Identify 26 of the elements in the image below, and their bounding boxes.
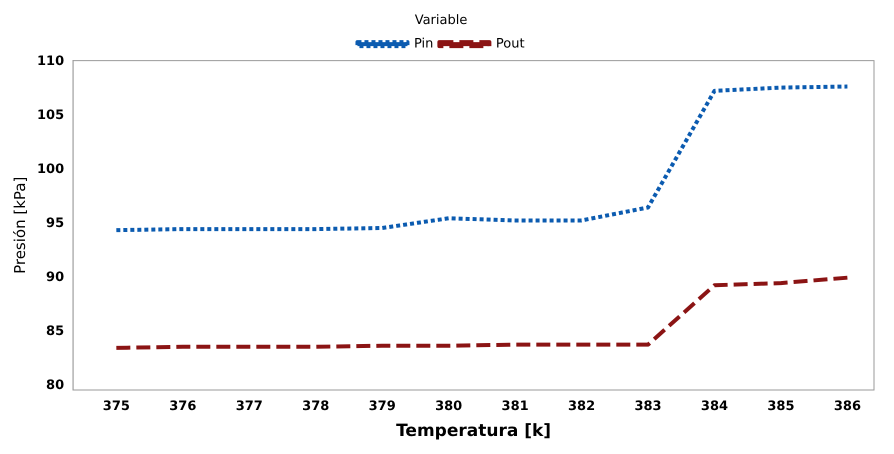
x-tick-label: 380 xyxy=(435,399,462,414)
x-tick-label: 386 xyxy=(834,399,861,414)
x-axis-title: Temperatura [k] xyxy=(396,421,552,442)
x-tick-label: 385 xyxy=(767,399,795,414)
legend-label: Pin xyxy=(414,36,434,52)
line-series xyxy=(114,84,850,232)
legend-title: Variable xyxy=(414,12,468,28)
x-tick-label: 375 xyxy=(102,399,130,414)
y-tick-label: 90 xyxy=(46,270,64,286)
y-axis-title: Presión [kPa] xyxy=(10,176,29,274)
y-tick-label: 80 xyxy=(46,378,64,394)
y-tick-label: 85 xyxy=(46,324,64,340)
x-tick-label: 379 xyxy=(368,399,396,414)
x-tick-label: 377 xyxy=(236,399,263,414)
x-tick-label: 381 xyxy=(502,399,529,414)
y-tick-label: 100 xyxy=(36,162,64,178)
line-series xyxy=(114,276,850,350)
x-tick-label: 378 xyxy=(302,399,330,414)
y-tick-label: 95 xyxy=(46,216,64,232)
x-tick-label: 376 xyxy=(169,399,196,414)
x-tick-label: 382 xyxy=(568,399,596,414)
y-tick-label: 105 xyxy=(36,108,64,124)
legend-label: Pout xyxy=(496,36,525,52)
x-tick-label: 383 xyxy=(634,399,662,414)
x-tick-label: 384 xyxy=(700,399,728,414)
y-tick-label: 110 xyxy=(36,54,64,70)
